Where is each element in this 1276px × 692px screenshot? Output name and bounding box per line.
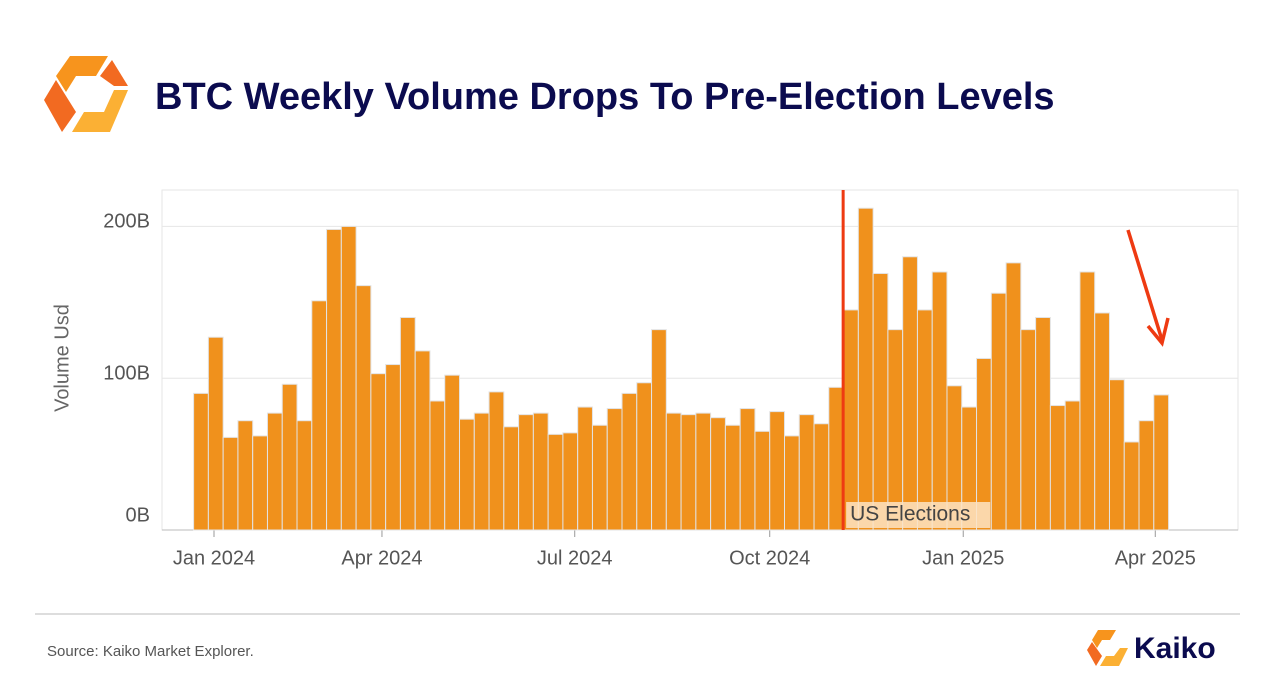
bar: [444, 374, 461, 531]
bar: [1153, 394, 1170, 531]
bar: [591, 424, 608, 531]
bar: [857, 207, 874, 531]
bar: [665, 412, 682, 531]
bar: [193, 392, 209, 531]
plot: 0B 100B 200B Jan 2024 Apr 2024 Jul 2024 Oct 20…: [103, 190, 1238, 569]
x-tick-label: Jan 2025: [922, 547, 1004, 569]
bar: [887, 329, 904, 531]
bar: [783, 435, 800, 531]
bar: [724, 424, 741, 531]
bar: [931, 271, 948, 531]
logo: [44, 56, 128, 132]
bar: [385, 364, 401, 531]
bar: [281, 383, 298, 531]
x-tick-label: Apr 2025: [1115, 547, 1196, 569]
bar: [547, 433, 564, 531]
bar: [1138, 420, 1155, 531]
bar: [636, 382, 653, 531]
bar: [872, 272, 889, 531]
bar: [990, 292, 1007, 531]
bar: [370, 373, 387, 531]
bar: [296, 420, 313, 531]
bar: [798, 414, 815, 531]
bar: [621, 392, 638, 531]
bar: [739, 408, 756, 531]
annotation-bg: [846, 502, 991, 528]
bar: [355, 285, 372, 531]
bar: [1079, 271, 1096, 531]
bar: [754, 430, 771, 531]
bar: [562, 432, 579, 531]
bar: [1020, 329, 1037, 531]
y-tick-label: 0B: [126, 504, 150, 526]
bar: [532, 412, 549, 531]
source: Source: Kaiko Market Explorer.: [47, 643, 254, 660]
bar: [340, 225, 357, 531]
bar: [769, 411, 785, 531]
title: BTC Weekly Volume Drops To Pre-Election …: [155, 76, 1055, 118]
bar: [252, 435, 268, 531]
brand: Kaiko: [1134, 632, 1216, 665]
bar: [1035, 317, 1051, 531]
bar: [1123, 441, 1140, 531]
bar: [813, 423, 830, 531]
bar: [843, 309, 859, 531]
brand-logo: [1087, 630, 1128, 666]
bar: [311, 300, 328, 531]
bar: [326, 228, 342, 531]
bar: [902, 256, 918, 531]
x-tick-label: Jan 2024: [173, 547, 255, 569]
y-tick-label: 200B: [103, 211, 150, 233]
bar: [1108, 379, 1125, 531]
bar: [1005, 262, 1022, 531]
bar: [266, 412, 283, 531]
arrow: [1126, 229, 1164, 341]
annotation-label: US Elections: [850, 503, 970, 526]
bar: [518, 414, 534, 531]
y-tick-label: 100B: [103, 362, 150, 384]
bar: [488, 391, 505, 531]
y-axis-label: Volume Usd: [51, 304, 73, 412]
bar: [577, 406, 593, 531]
bar: [916, 309, 933, 531]
bar: [237, 420, 254, 531]
x-tick-label: Oct 2024: [729, 547, 810, 569]
bar: [222, 436, 239, 531]
bar: [399, 317, 416, 531]
bar: [695, 412, 712, 531]
bar: [1064, 400, 1081, 531]
bar: [503, 426, 520, 531]
bar: [710, 417, 726, 531]
x-tick-label: Jul 2024: [537, 547, 613, 569]
bar: [1094, 312, 1110, 531]
bar: [606, 408, 623, 531]
x-tick-label: Apr 2024: [341, 547, 422, 569]
bar: [680, 414, 697, 531]
bar: [207, 336, 224, 531]
bar: [473, 412, 490, 531]
bar: [828, 386, 845, 531]
arrow-head: [1146, 317, 1170, 347]
bar: [459, 418, 475, 531]
bar: [429, 400, 446, 531]
bar: [414, 350, 431, 531]
bar: [651, 329, 667, 531]
bar: [1049, 405, 1066, 531]
